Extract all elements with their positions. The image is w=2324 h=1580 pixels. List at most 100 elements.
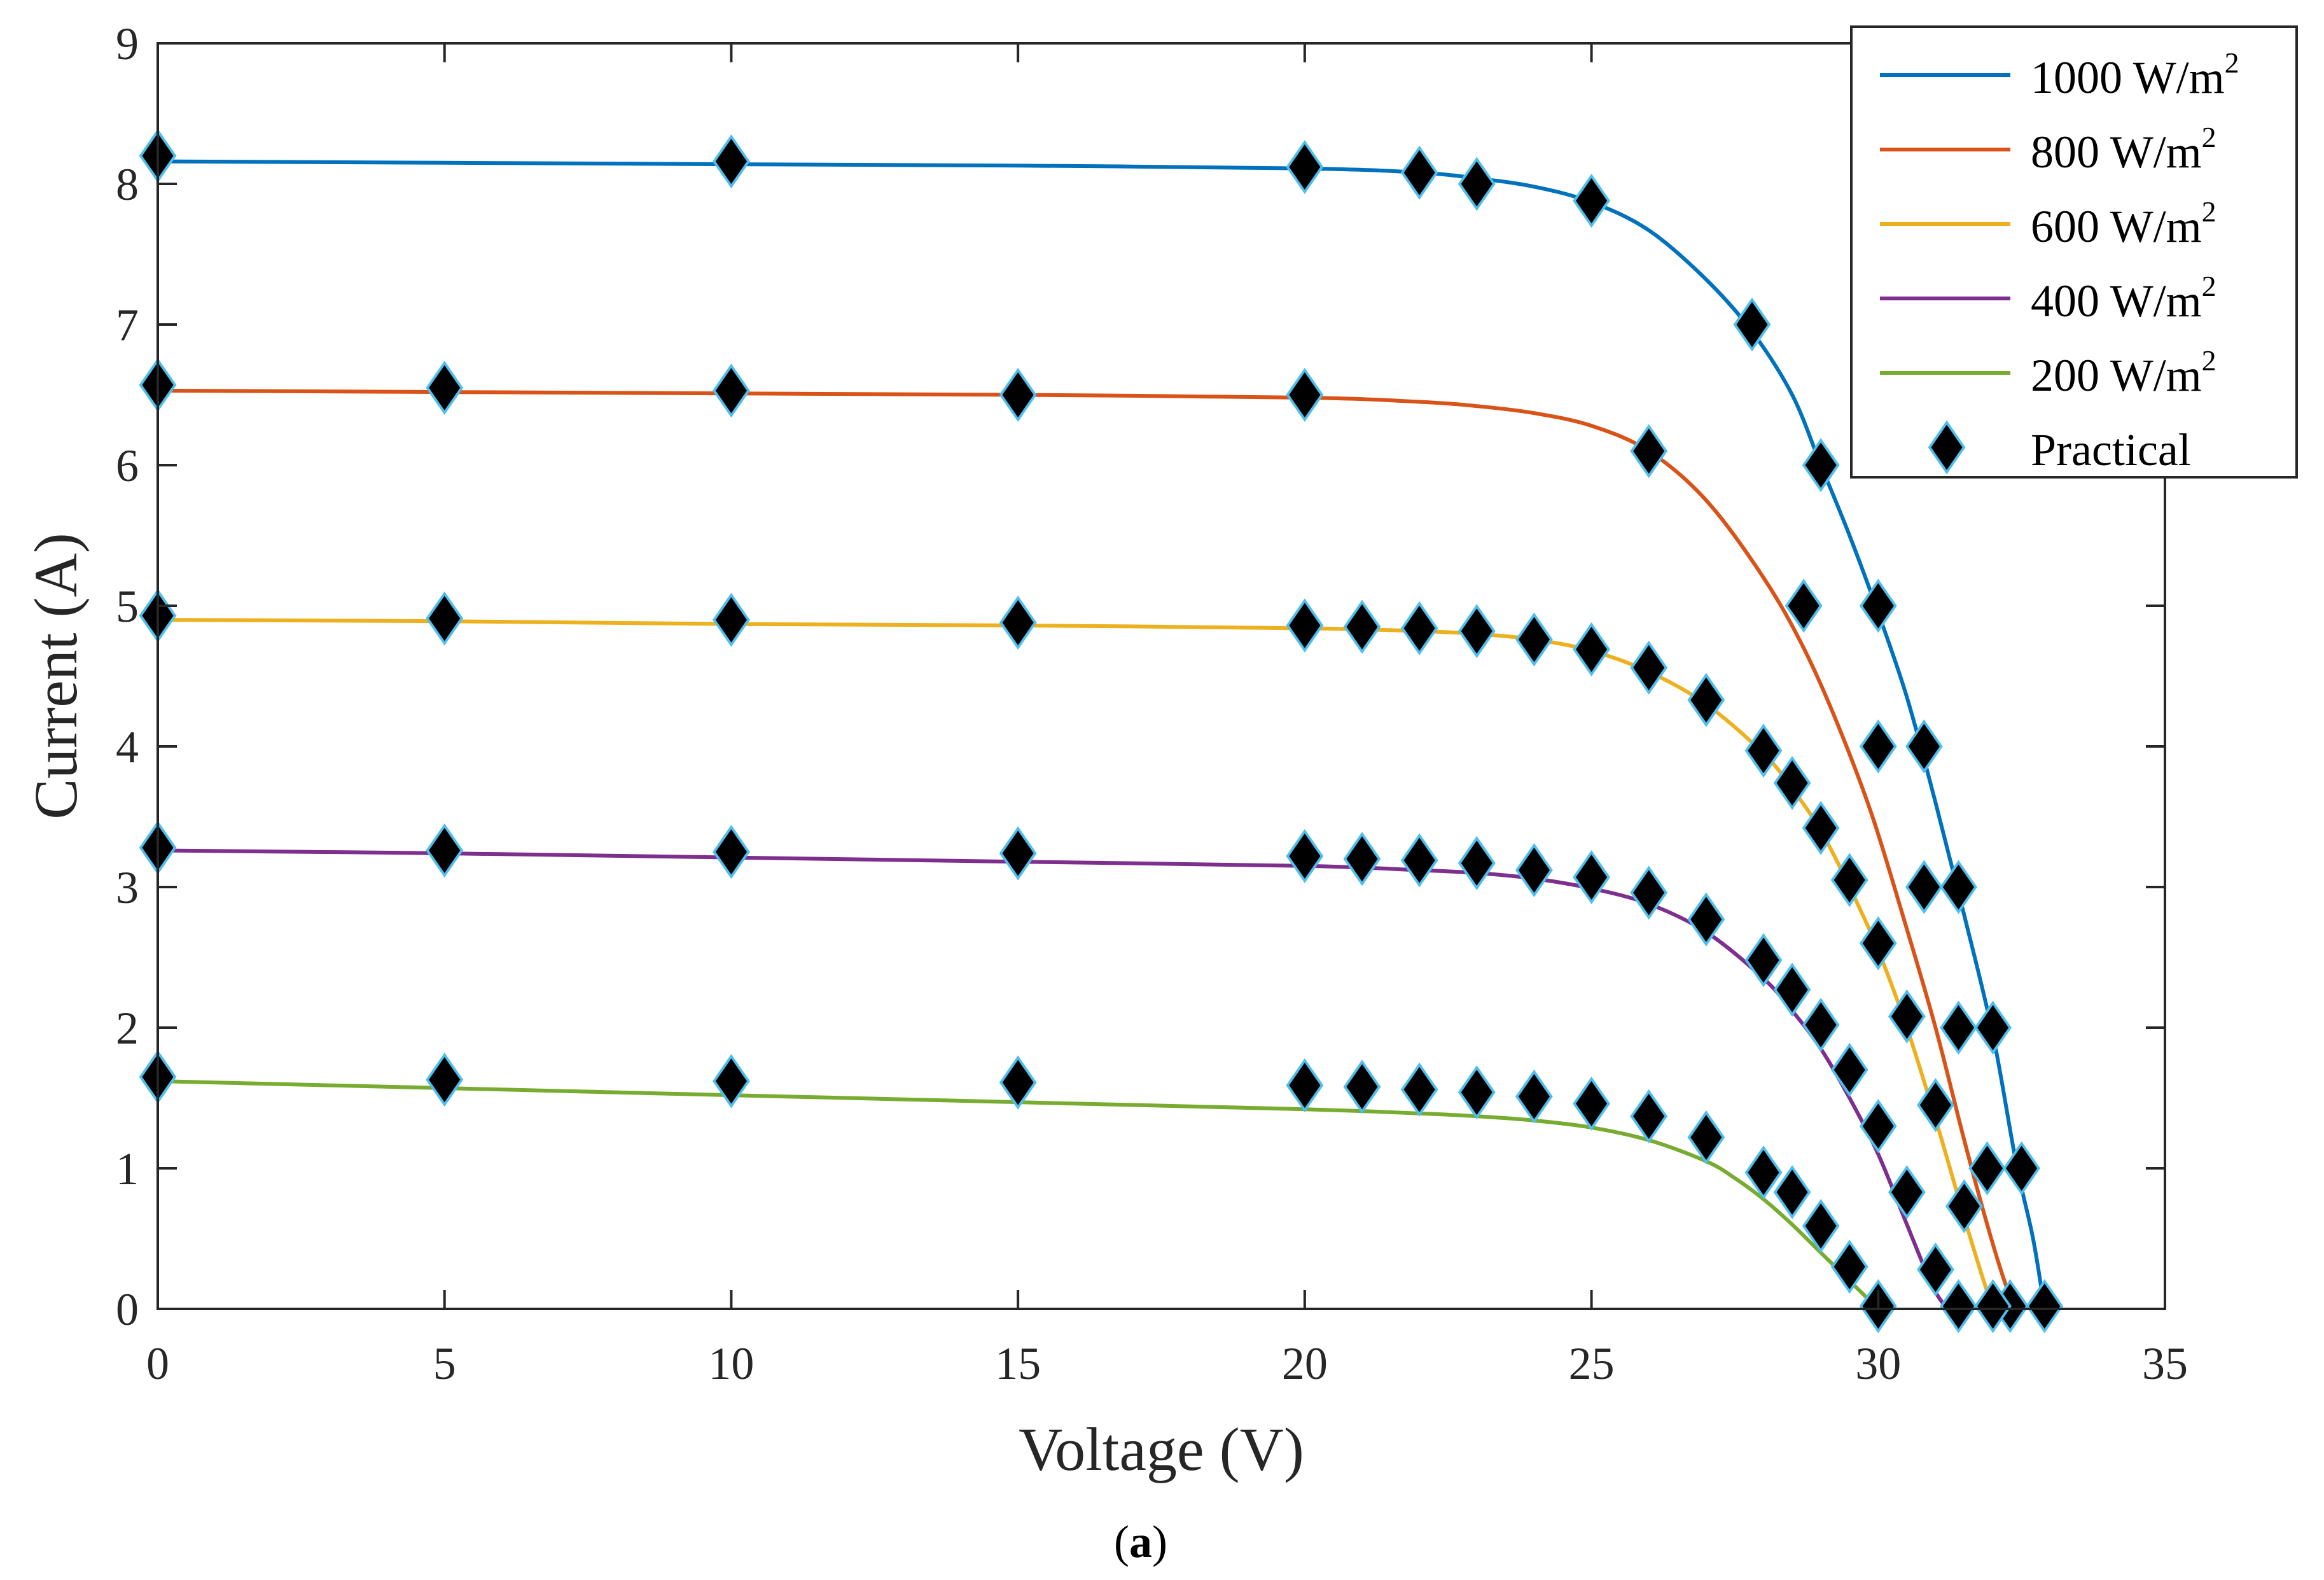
x-tick-label: 10	[708, 1338, 754, 1389]
practical-marker	[1343, 599, 1381, 654]
practical-marker	[999, 367, 1037, 423]
legend-label-text: Practical	[2031, 424, 2191, 475]
practical-marker	[999, 826, 1037, 881]
legend-label-text: 800 W/m	[2031, 127, 2202, 178]
series-line-1000-wm2	[157, 159, 2047, 1310]
legend-label: 1000 W/m2	[2031, 46, 2239, 103]
practical-marker	[1802, 800, 1840, 855]
practical-marker	[1802, 1199, 1840, 1254]
practical-marker	[1515, 842, 1553, 897]
practical-marker	[1940, 1000, 1977, 1055]
practical-marker	[1773, 755, 1811, 810]
practical-marker	[1773, 962, 1811, 1017]
legend-label-text: 1000 W/m	[2031, 52, 2225, 103]
x-axis-label: Voltage (V)	[1019, 1415, 1304, 1483]
plot-frame	[157, 42, 2166, 1310]
practical-marker	[1515, 1069, 1553, 1124]
x-tick-label: 5	[433, 1338, 456, 1389]
practical-marker	[712, 134, 750, 189]
practical-marker	[712, 1054, 750, 1108]
practical-marker	[1286, 139, 1324, 194]
practical-marker	[1630, 640, 1668, 695]
practical-marker	[712, 825, 750, 879]
practical-marker	[426, 1052, 464, 1107]
practical-marker	[1687, 673, 1725, 727]
legend-entry: Practical	[1928, 420, 2191, 475]
practical-marker	[712, 363, 750, 418]
practical-marker	[1687, 1110, 1725, 1164]
series-line-200-wm2	[157, 1079, 1880, 1311]
x-tick-label: 25	[1569, 1338, 1615, 1389]
practical-marker	[1974, 1279, 2012, 1334]
legend-label-superscript: 2	[2225, 46, 2239, 79]
practical-marker	[1916, 1242, 1954, 1297]
practical-marker	[1968, 1141, 2006, 1196]
y-tick-label: 0	[116, 1284, 139, 1335]
legend-entry: 400 W/m2	[1880, 270, 2216, 326]
practical-marker	[1343, 832, 1381, 886]
practical-marker	[1744, 933, 1783, 988]
practical-marker	[1744, 724, 1783, 778]
practical-marker	[1945, 1179, 1983, 1234]
legend-practical-marker	[1928, 420, 1966, 475]
legend-label: 200 W/m2	[2031, 344, 2216, 401]
practical-marker	[1916, 1078, 1954, 1133]
legend-label-superscript: 2	[2202, 195, 2216, 228]
practical-marker	[1940, 1279, 1977, 1334]
legend-entry: 200 W/m2	[1880, 344, 2216, 401]
practical-marker	[1802, 438, 1840, 493]
legend-label: 600 W/m2	[2031, 195, 2216, 252]
practical-marker	[1773, 1165, 1811, 1220]
practical-marker	[1785, 578, 1823, 633]
caption-letter: a	[1129, 1516, 1152, 1567]
practical-marker	[1458, 1065, 1496, 1120]
legend-label-text: 400 W/m	[2031, 276, 2202, 326]
practical-marker	[1888, 1165, 1926, 1220]
x-tick-label: 30	[1855, 1338, 1901, 1389]
practical-marker	[1400, 601, 1438, 655]
practical-marker	[1286, 367, 1324, 423]
practical-marker	[1573, 1076, 1611, 1131]
caption-open: (	[1114, 1516, 1129, 1567]
legend-box	[1850, 25, 2298, 479]
legend-label-text: 200 W/m	[2031, 350, 2202, 401]
practical-marker	[1905, 860, 1943, 914]
legend-label-superscript: 2	[2202, 270, 2216, 302]
practical-marker	[1458, 604, 1496, 659]
practical-marker	[1630, 424, 1668, 479]
practical-marker	[1400, 833, 1438, 888]
x-tick-label: 15	[995, 1338, 1041, 1389]
practical-markers	[139, 129, 2064, 1334]
practical-marker	[1802, 998, 1840, 1052]
practical-marker	[1286, 828, 1324, 883]
practical-marker	[2003, 1141, 2041, 1196]
legend-label: 400 W/m2	[2031, 270, 2216, 326]
practical-marker	[426, 591, 464, 646]
practical-marker	[1830, 1042, 1868, 1097]
practical-marker	[1687, 892, 1725, 947]
legend-label-superscript: 2	[2202, 121, 2216, 153]
practical-marker	[1573, 850, 1611, 905]
y-tick-label: 5	[116, 581, 139, 632]
practical-marker	[1343, 1059, 1381, 1114]
practical-marker	[1888, 989, 1926, 1044]
y-axis-label: Current (A)	[22, 533, 90, 820]
legend-label: 800 W/m2	[2031, 121, 2216, 178]
practical-marker	[1286, 1058, 1324, 1113]
practical-marker	[426, 823, 464, 878]
x-tick-label: 0	[146, 1338, 169, 1389]
y-tick-label: 9	[116, 18, 139, 69]
practical-marker	[1859, 719, 1897, 774]
legend-label-superscript: 2	[2202, 344, 2216, 377]
legend-label-text: 600 W/m	[2031, 201, 2202, 252]
practical-marker	[1859, 1099, 1897, 1154]
practical-marker	[1458, 157, 1496, 211]
y-tick-label: 7	[116, 300, 139, 351]
practical-marker	[712, 592, 750, 647]
practical-marker	[1830, 853, 1868, 907]
legend-entry: 1000 W/m2	[1880, 46, 2239, 103]
practical-marker	[1573, 174, 1611, 228]
practical-marker	[1515, 612, 1553, 667]
practical-marker	[1830, 1240, 1868, 1294]
